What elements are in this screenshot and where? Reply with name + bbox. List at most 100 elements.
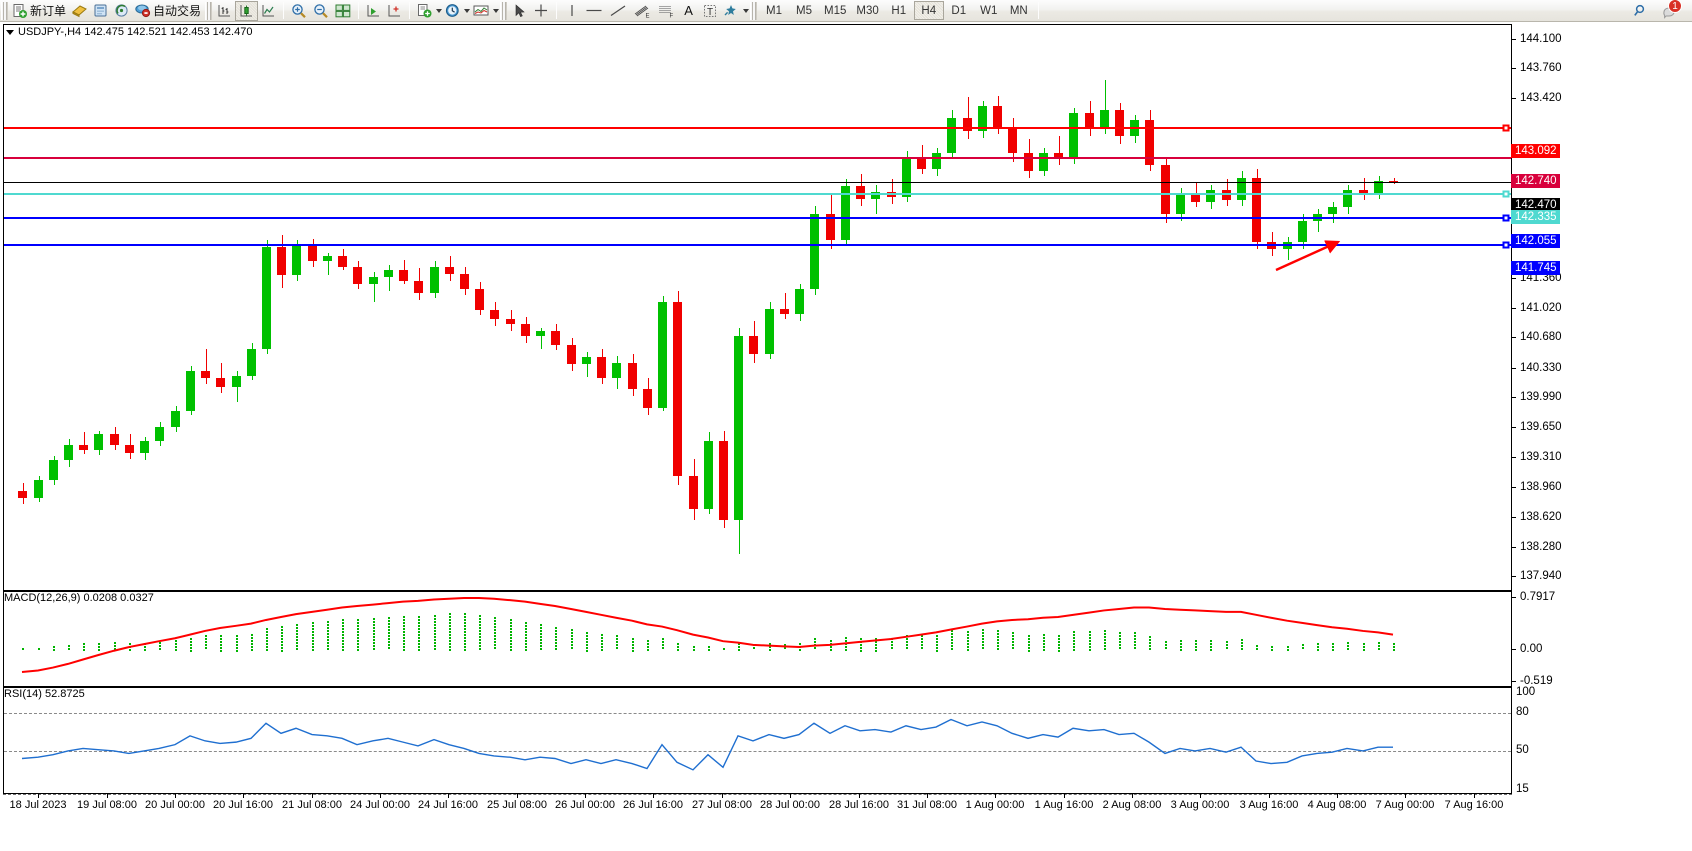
new-template-icon	[418, 3, 432, 17]
level-line-resistance-2[interactable]	[4, 157, 1511, 160]
macd-hist-segment	[510, 640, 512, 643]
level-handle-support-2[interactable]	[1502, 241, 1510, 249]
new-template-button[interactable]	[414, 1, 435, 21]
trendline-button[interactable]	[606, 1, 630, 21]
timeframe-m1[interactable]: M1	[766, 4, 783, 17]
macd-hist-segment	[464, 634, 466, 637]
macd-hist-segment	[494, 632, 496, 635]
macd-hist-segment	[540, 624, 542, 627]
text-label-button[interactable]: T	[699, 1, 720, 21]
period-button[interactable]	[442, 1, 463, 21]
candlestick-chart-button[interactable]	[235, 0, 259, 21]
new-order-button[interactable]: 新订单	[10, 1, 69, 21]
macd-hist-segment	[434, 647, 436, 650]
level-handle-cyan-level[interactable]	[1502, 190, 1510, 198]
vertical-line-icon	[570, 4, 573, 16]
timeframe-h4[interactable]: H4	[913, 1, 944, 20]
price-scale[interactable]: 144.100 143.760 143.420 141.360 141.020 140.6…	[1511, 24, 1692, 591]
cursor-button[interactable]	[509, 1, 530, 21]
toolbar-grip-3[interactable]	[500, 1, 508, 20]
arrows-dropdown[interactable]	[742, 1, 749, 21]
navigator-button[interactable]	[90, 1, 111, 21]
macd-hist-segment	[494, 629, 496, 632]
level-handle-support-1[interactable]	[1502, 214, 1510, 222]
level-line-support-2[interactable]	[4, 244, 1511, 247]
vertical-line-button[interactable]	[561, 1, 582, 21]
level-tag-support-2[interactable]: 141.745	[1511, 261, 1560, 276]
level-line-support-1[interactable]	[4, 217, 1511, 220]
macd-hist-segment	[494, 641, 496, 644]
price-plot-area[interactable]	[3, 24, 1512, 591]
level-tag-resistance-1[interactable]: 143.092	[1511, 143, 1560, 158]
candle-body	[124, 444, 135, 454]
macd-hist-segment	[616, 641, 618, 644]
indicators-button[interactable]	[470, 1, 492, 21]
timeframe-w1[interactable]: W1	[980, 4, 998, 17]
macd-hist-segment	[677, 645, 679, 648]
macd-hist-segment	[510, 637, 512, 640]
crosshair-button[interactable]	[530, 1, 552, 21]
price-tick	[1511, 68, 1516, 70]
horizontal-line-button[interactable]	[582, 1, 606, 21]
macd-hist-segment	[1058, 634, 1060, 637]
timeframe-m5[interactable]: M5	[796, 4, 813, 17]
equidistant-channel-button[interactable]: E	[630, 1, 654, 21]
text-button[interactable]: A	[678, 1, 699, 21]
period-dropdown[interactable]	[463, 1, 470, 21]
candle-body	[1114, 109, 1125, 136]
toolbar-grip[interactable]	[1, 1, 8, 20]
svg-text:E: E	[646, 13, 650, 19]
notifications-button[interactable]: 1	[1658, 0, 1684, 21]
price-chart-pane[interactable]: USDJPY-,H4 142.475 142.521 142.453 142.4…	[0, 24, 1692, 591]
new-template-dropdown[interactable]	[435, 1, 442, 21]
timeframe-m30[interactable]: M30	[856, 4, 879, 17]
level-line-current-price[interactable]	[4, 182, 1511, 183]
timeframe-d1[interactable]: D1	[951, 4, 967, 17]
macd-hist-segment	[434, 629, 436, 632]
indicators-dropdown[interactable]	[492, 1, 499, 21]
macd-hist-segment	[967, 633, 969, 636]
collapse-caret-icon[interactable]	[6, 29, 14, 35]
arrows-button[interactable]	[720, 1, 742, 21]
level-line-resistance-1[interactable]	[4, 126, 1511, 129]
data-window-button[interactable]	[69, 1, 90, 21]
timeframe-m15[interactable]: M15	[824, 4, 847, 17]
chart-shift-button[interactable]	[384, 1, 405, 21]
macd-hist-segment	[936, 640, 938, 643]
candle-body	[246, 349, 257, 376]
auto-trading-button[interactable]: 自动交易	[132, 1, 204, 21]
line-chart-button[interactable]	[258, 1, 279, 21]
macd-hist-segment	[327, 647, 329, 650]
timeframe-h1[interactable]: H1	[891, 4, 907, 17]
timeframe-mn[interactable]: MN	[1009, 4, 1028, 17]
level-tag-resistance-2[interactable]: 142.740	[1511, 174, 1560, 189]
level-tag-cyan-level[interactable]: 142.335	[1511, 209, 1560, 224]
macd-hist-segment	[571, 632, 573, 635]
time-axis[interactable]: 18 Jul 2023 19 Jul 08:00 20 Jul 00:00 20 Ju…	[0, 794, 1692, 851]
toolbar-grip-4[interactable]	[750, 1, 758, 20]
candle-body	[825, 214, 836, 241]
zoom-out-button[interactable]	[310, 1, 332, 21]
macd-hist-segment	[662, 638, 664, 641]
tile-windows-button[interactable]	[332, 1, 354, 21]
macd-hist-segment	[312, 640, 314, 643]
search-button[interactable]	[1630, 1, 1652, 21]
zoom-in-button[interactable]	[288, 1, 310, 21]
rsi-plot-area[interactable]	[3, 687, 1512, 794]
auto-scroll-button[interactable]	[363, 1, 384, 21]
level-handle-resistance-1[interactable]	[1502, 124, 1510, 132]
level-line-cyan-level[interactable]	[4, 192, 1511, 195]
toolbar-grip-2[interactable]	[205, 1, 213, 20]
level-tag-current-price[interactable]: 142.470	[1511, 198, 1560, 212]
macd-hist-segment	[220, 649, 222, 652]
terminal-button[interactable]	[111, 1, 132, 21]
rsi-pane[interactable]: RSI(14) 52.8725 100 80 50 15	[0, 686, 1692, 795]
macd-hist-segment	[373, 642, 375, 645]
macd-hist-segment	[418, 631, 420, 634]
fibonacci-button[interactable]: F	[654, 1, 678, 21]
level-tag-support-1[interactable]: 142.055	[1511, 234, 1560, 249]
bar-chart-button[interactable]	[214, 1, 235, 21]
macd-plot-area[interactable]	[3, 591, 1512, 687]
rsi-line	[21, 718, 1393, 771]
macd-pane[interactable]: MACD(12,26,9) 0.0208 0.0327 0.7917 0.00 -0…	[0, 591, 1692, 687]
